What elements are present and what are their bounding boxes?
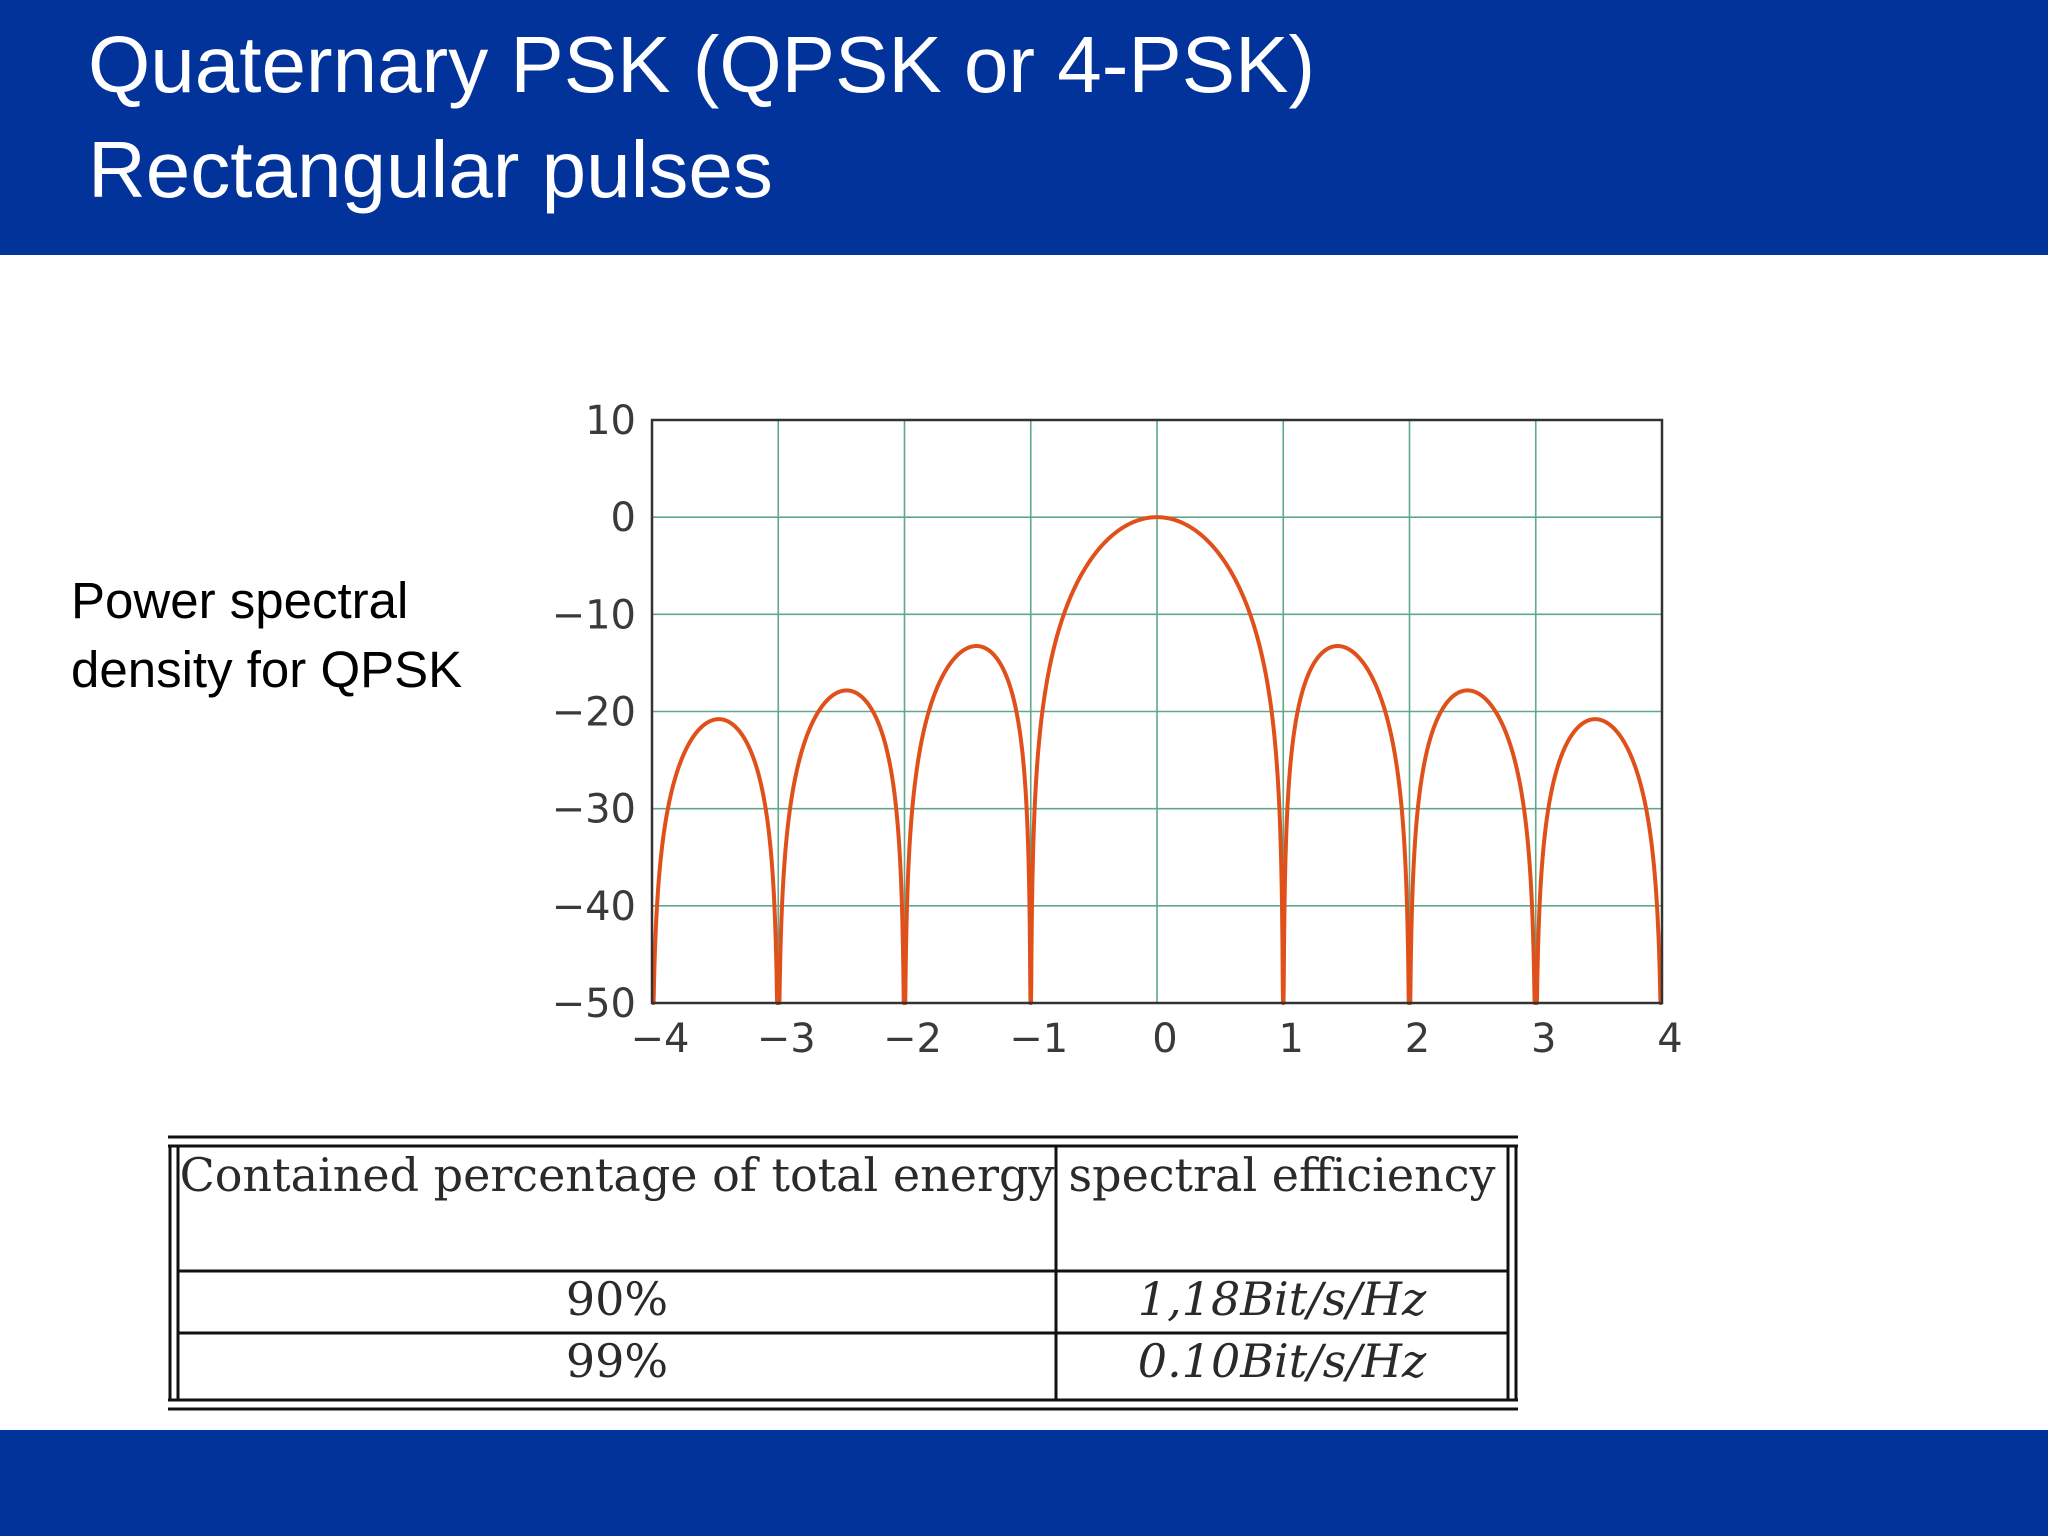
side-label: Power spectral density for QPSK	[71, 566, 511, 704]
x-tick-label: 3	[1531, 1016, 1556, 1062]
y-tick-label: −50	[552, 981, 636, 1027]
footer-bar	[0, 1430, 2048, 1536]
table-cell-energy-90: 90%	[565, 1272, 669, 1326]
plot-frame	[650, 418, 1664, 1005]
y-tick-label: 0	[611, 495, 636, 541]
side-label-line2: density for QPSK	[71, 641, 463, 698]
energy-table	[168, 1135, 1518, 1411]
y-tick-label: 10	[585, 398, 636, 444]
y-tick-label: −40	[552, 884, 636, 930]
x-tick-label: −4	[631, 1016, 690, 1062]
header-bar	[0, 0, 2048, 255]
table-cell-efficiency-90: 1,18Bit/s/Hz	[1137, 1272, 1427, 1326]
psd-curve	[650, 515, 1664, 1005]
y-tick-label: −30	[552, 787, 636, 833]
y-tick-label: −20	[552, 690, 636, 736]
chart-frame	[650, 418, 1664, 1005]
x-tick-label: 2	[1405, 1016, 1430, 1062]
slide-title-line1: Quaternary PSK (QPSK or 4-PSK)	[88, 20, 1316, 109]
x-tick-label: −1	[1009, 1016, 1068, 1062]
chart-curve-layer	[650, 515, 1664, 1005]
x-tick-label: 4	[1657, 1016, 1682, 1062]
slide-title-line2: Rectangular pulses	[88, 125, 773, 214]
table-cell-efficiency-99: 0.10Bit/s/Hz	[1137, 1334, 1427, 1388]
x-tick-label: −3	[757, 1016, 816, 1062]
table-cell-energy-99: 99%	[565, 1334, 669, 1388]
x-tick-label: −2	[883, 1016, 942, 1062]
table-header-energy: Contained percentage of total energy	[179, 1148, 1055, 1202]
y-tick-label: −10	[552, 592, 636, 638]
side-label-line1: Power spectral	[71, 572, 409, 629]
x-tick-label: 1	[1279, 1016, 1304, 1062]
x-tick-label: 0	[1152, 1016, 1177, 1062]
table-header-efficiency: spectral efficiency	[1068, 1148, 1496, 1202]
